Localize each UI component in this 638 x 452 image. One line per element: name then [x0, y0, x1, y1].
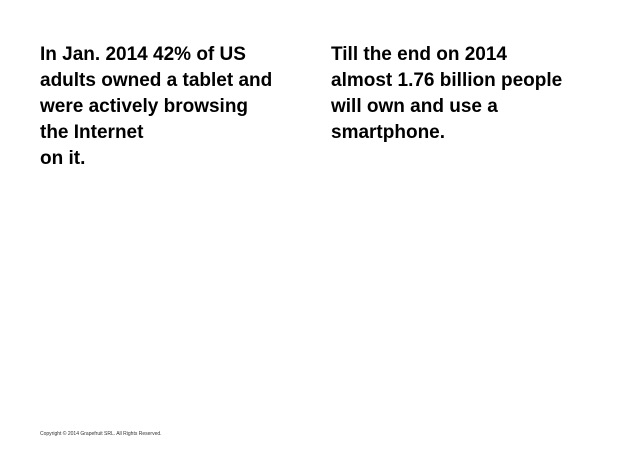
copyright-footer: Copyright © 2014 Grapefruit SRL. All Rig… [40, 431, 162, 437]
tablet-statistic-text: In Jan. 2014 42% of US adults owned a ta… [40, 44, 273, 169]
smartphone-statistic-text: Till the end on 2014 almost 1.76 billion… [331, 44, 563, 143]
